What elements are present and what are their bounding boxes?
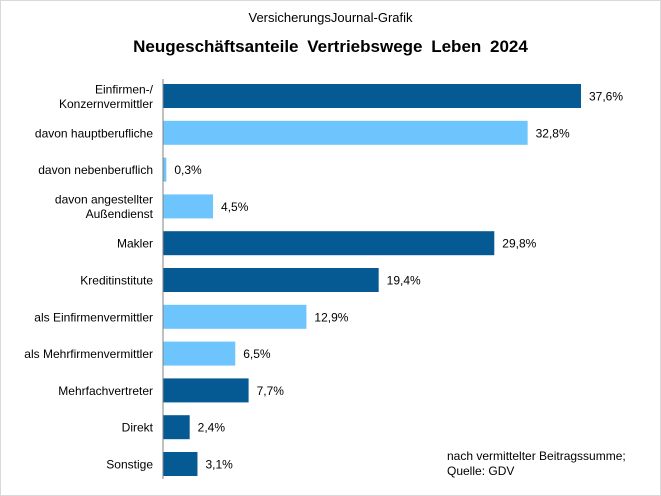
- category-label-6: als Einfirmenvermittler: [34, 310, 153, 324]
- bar-3: [163, 194, 214, 219]
- bar-9: [163, 415, 190, 440]
- bar-8: [163, 378, 249, 403]
- value-label-1: 32,8%: [536, 126, 570, 140]
- chart-title: Neugeschäftsanteile Vertriebswege Leben …: [133, 37, 528, 56]
- bar-1: [163, 120, 528, 145]
- value-label-5: 19,4%: [387, 274, 421, 288]
- category-label-3-line-1: Außendienst: [86, 207, 154, 221]
- category-label-1: davon hauptberufliche: [35, 126, 153, 140]
- category-label-9: Direkt: [122, 421, 154, 435]
- bar-4: [163, 231, 495, 256]
- category-label-5: Kreditinstitute: [80, 274, 153, 288]
- value-label-2: 0,3%: [174, 163, 202, 177]
- bar-2: [163, 157, 167, 182]
- bar-5: [163, 268, 379, 292]
- value-label-0: 37,6%: [589, 90, 623, 104]
- value-label-3: 4,5%: [221, 200, 249, 214]
- source-note-line-2: Quelle: GDV: [447, 464, 515, 478]
- value-label-10: 3,1%: [205, 458, 233, 472]
- bar-7: [163, 341, 236, 366]
- bar-6: [163, 304, 307, 329]
- value-label-9: 2,4%: [198, 421, 226, 435]
- category-label-0-line-1: Konzernvermittler: [59, 97, 153, 111]
- source-note-line-1: nach vermittelter Beitragssumme;: [447, 449, 626, 463]
- category-label-8: Mehrfachvertreter: [58, 384, 153, 398]
- source-note: nach vermittelter Beitragssumme; Quelle:…: [447, 449, 626, 479]
- category-label-0-line-0: Einfirmen-/: [95, 82, 154, 96]
- value-label-6: 12,9%: [314, 310, 348, 324]
- value-label-8: 7,7%: [257, 384, 285, 398]
- category-label-7: als Mehrfirmenvermittler: [24, 347, 153, 361]
- category-label-2: davon nebenberuflich: [38, 163, 153, 177]
- bar-0: [163, 84, 581, 108]
- bar-10: [163, 452, 198, 476]
- category-label-10: Sonstige: [106, 458, 153, 472]
- value-label-7: 6,5%: [243, 347, 271, 361]
- value-label-4: 29,8%: [502, 237, 536, 251]
- source-title: VersicherungsJournal-Grafik: [248, 10, 413, 25]
- category-label-4: Makler: [117, 237, 153, 251]
- category-label-3-line-0: davon angestellter: [55, 193, 153, 207]
